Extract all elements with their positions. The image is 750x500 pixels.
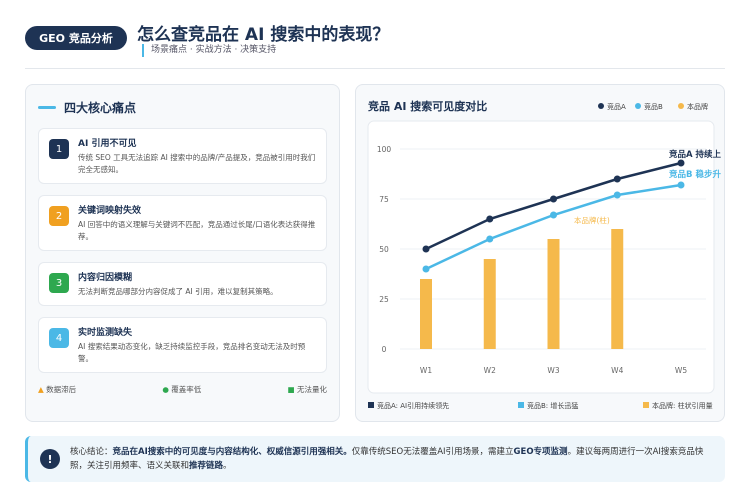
bar bbox=[420, 279, 432, 349]
point bbox=[613, 175, 621, 183]
tag-icon: ■ bbox=[287, 385, 297, 394]
y-tick-label: 0 bbox=[382, 345, 387, 354]
note-label: 竞品B: 增长迅猛 bbox=[527, 401, 578, 410]
item-number: 4 bbox=[49, 328, 69, 348]
item-body: 内容归因模糊无法判断竞品哪部分内容促成了 AI 引用，难以复制其策略。 bbox=[78, 270, 278, 298]
conclusion-segment: 推荐链路 bbox=[189, 461, 224, 471]
annotation: 本品牌(柱) bbox=[574, 215, 610, 225]
conclusion-segment: 核心结论： bbox=[70, 447, 113, 457]
x-tick-label: W3 bbox=[547, 366, 559, 375]
bar bbox=[611, 229, 624, 349]
tag-row: ▲ 数据滞后 ● 覆盖率低 ■ 无法量化 bbox=[38, 384, 327, 395]
tag-icon: ● bbox=[162, 385, 172, 394]
y-tick-label: 75 bbox=[379, 195, 389, 204]
x-tick-label: W5 bbox=[675, 366, 687, 375]
pain-panel: 四大核心痛点 1 AI 引用不可见传统 SEO 工具无法追踪 AI 搜索中的品牌/… bbox=[25, 84, 340, 422]
point bbox=[677, 181, 685, 189]
tag-icon: ▲ bbox=[38, 385, 47, 394]
y-tick-label: 100 bbox=[377, 145, 392, 154]
point bbox=[486, 215, 494, 223]
pain-item: 2 关键词映射失效 AI 回答中的语义理解与关键词不匹配，竞品通过长尾/口语化表达获… bbox=[38, 195, 327, 251]
tag: ▲ 数据滞后 bbox=[38, 384, 76, 395]
chart-panel: 竞品 AI 搜索可见度对比 竞品A 竞品B 本品牌 0 25 50 75 100 W1 W2 W3 W4… bbox=[355, 84, 725, 422]
annotation: 竞品B 稳步升 bbox=[668, 169, 721, 180]
note-swatch bbox=[643, 402, 649, 408]
conclusion-segment: GEO专项监测 bbox=[513, 447, 568, 457]
item-body: 实时监测缺失 AI 搜索结果动态变化，缺乏持续监控手段，竞品排名变动无法及时预警。 bbox=[78, 325, 316, 365]
tag-text: 覆盖率低 bbox=[171, 385, 202, 394]
legend-label: 本品牌 bbox=[687, 102, 708, 111]
item-title: 实时监测缺失 bbox=[78, 328, 133, 338]
x-tick-label: W4 bbox=[611, 366, 623, 375]
info-icon: ! bbox=[40, 449, 60, 469]
item-text: 传统 SEO 工具无法追踪 AI 搜索中的品牌/产品提及，竞品被引用时我们完全无… bbox=[78, 153, 316, 174]
panel-title: 四大核心痛点 bbox=[38, 99, 327, 116]
x-tick-label: W2 bbox=[484, 366, 496, 375]
point bbox=[550, 195, 557, 203]
note-label: 本品牌: 柱状引用量 bbox=[652, 401, 713, 410]
item-number: 1 bbox=[49, 139, 69, 159]
item-number: 3 bbox=[49, 273, 69, 293]
annotation: 竞品A 持续上 bbox=[668, 149, 722, 160]
bar bbox=[547, 239, 560, 349]
tag-text: 数据滞后 bbox=[46, 385, 77, 394]
conclusion-segment: 竞品在AI搜索中的可见度与内容结构化、权威信源引用强相关。 bbox=[112, 447, 352, 457]
tag: ■ 无法量化 bbox=[288, 384, 327, 395]
item-title: 关键词映射失效 bbox=[78, 206, 142, 216]
tag: ● 覆盖率低 bbox=[162, 384, 201, 395]
item-title: AI 引用不可见 bbox=[78, 139, 137, 149]
x-tick-label: W1 bbox=[420, 366, 432, 375]
note-label: 竞品A: AI引用持续领先 bbox=[377, 401, 449, 410]
conclusion-segment: 。 bbox=[223, 461, 232, 471]
plot-box bbox=[367, 120, 715, 394]
item-text: AI 回答中的语义理解与关键词不匹配，竞品通过长尾/口语化表达获得推荐。 bbox=[78, 220, 316, 241]
legend-label: 竞品B bbox=[644, 102, 663, 111]
legend-swatch bbox=[635, 103, 641, 109]
note-swatch bbox=[368, 402, 374, 408]
bar bbox=[483, 259, 496, 349]
point bbox=[486, 235, 494, 243]
divider bbox=[25, 68, 725, 69]
conclusion: ! 核心结论：竞品在AI搜索中的可见度与内容结构化、权威信源引用强相关。仅靠传统… bbox=[25, 436, 725, 482]
item-body: 关键词映射失效 AI 回答中的语义理解与关键词不匹配，竞品通过长尾/口语化表达获得… bbox=[78, 203, 316, 243]
item-body: AI 引用不可见传统 SEO 工具无法追踪 AI 搜索中的品牌/产品提及，竞品被… bbox=[78, 136, 316, 176]
pain-item: 1 AI 引用不可见传统 SEO 工具无法追踪 AI 搜索中的品牌/产品提及，竞品… bbox=[38, 128, 327, 184]
point bbox=[613, 191, 621, 199]
item-title: 内容归因模糊 bbox=[78, 273, 133, 283]
conclusion-segment: 仅靠传统SEO无法覆盖AI引用场景，需建立 bbox=[351, 447, 514, 457]
legend-swatch bbox=[678, 103, 684, 109]
legend-swatch bbox=[598, 103, 604, 109]
page-title: 怎么查竞品在 AI 搜索中的表现？ bbox=[137, 25, 390, 45]
legend-label: 竞品A bbox=[607, 102, 626, 111]
conclusion-segment: 。建议每两周进行一次AI搜索竞品快照，关注引用频率、语义关联和 bbox=[70, 447, 704, 471]
note-swatch bbox=[518, 402, 524, 408]
item-number: 2 bbox=[49, 206, 69, 226]
y-tick-label: 50 bbox=[379, 245, 389, 254]
point bbox=[550, 211, 557, 219]
point bbox=[422, 245, 430, 253]
conclusion-text: 核心结论：竞品在AI搜索中的可见度与内容结构化、权威信源引用强相关。仅靠传统SE… bbox=[70, 445, 713, 473]
subtitle: 场景痛点 · 实战方法 · 决策支持 bbox=[142, 44, 276, 57]
y-tick-label: 25 bbox=[379, 295, 389, 304]
pain-item: 4 实时监测缺失 AI 搜索结果动态变化，缺乏持续监控手段，竞品排名变动无法及时预警… bbox=[38, 317, 327, 373]
tag-text: 无法量化 bbox=[296, 385, 327, 394]
chart-title: 竞品 AI 搜索可见度对比 bbox=[368, 99, 487, 113]
badge: GEO 竞品分析 bbox=[25, 26, 127, 50]
point bbox=[677, 159, 685, 167]
pain-item: 3 内容归因模糊无法判断竞品哪部分内容促成了 AI 引用，难以复制其策略。 bbox=[38, 262, 327, 306]
item-text: 无法判断竞品哪部分内容促成了 AI 引用，难以复制其策略。 bbox=[78, 287, 278, 296]
chart: 竞品 AI 搜索可见度对比 竞品A 竞品B 本品牌 0 25 50 75 100 W1 W2 W3 W4… bbox=[367, 99, 722, 410]
item-text: AI 搜索结果动态变化，缺乏持续监控手段，竞品排名变动无法及时预警。 bbox=[78, 342, 306, 363]
point bbox=[422, 265, 430, 273]
pain-list: 1 AI 引用不可见传统 SEO 工具无法追踪 AI 搜索中的品牌/产品提及，竞品… bbox=[38, 128, 327, 373]
